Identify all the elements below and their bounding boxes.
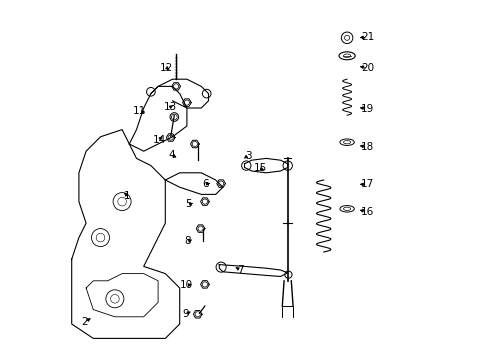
Text: 7: 7 (236, 265, 243, 275)
Text: 16: 16 (360, 207, 373, 217)
Text: 17: 17 (360, 179, 373, 189)
Text: 1: 1 (124, 191, 131, 201)
Text: 5: 5 (185, 199, 192, 210)
Text: 3: 3 (244, 150, 251, 161)
Text: 21: 21 (360, 32, 373, 42)
Text: 8: 8 (184, 236, 191, 246)
Text: 12: 12 (160, 63, 173, 73)
Text: 10: 10 (179, 280, 192, 290)
Text: 6: 6 (202, 179, 209, 189)
Text: 13: 13 (163, 102, 176, 112)
Text: 11: 11 (132, 106, 146, 116)
Text: 18: 18 (360, 142, 373, 152)
Text: 2: 2 (81, 317, 87, 327)
Text: 20: 20 (360, 63, 373, 73)
Text: 15: 15 (253, 163, 266, 174)
Text: 9: 9 (183, 309, 189, 319)
Text: 14: 14 (152, 135, 165, 145)
Text: 4: 4 (168, 150, 175, 160)
Text: 19: 19 (360, 104, 373, 114)
